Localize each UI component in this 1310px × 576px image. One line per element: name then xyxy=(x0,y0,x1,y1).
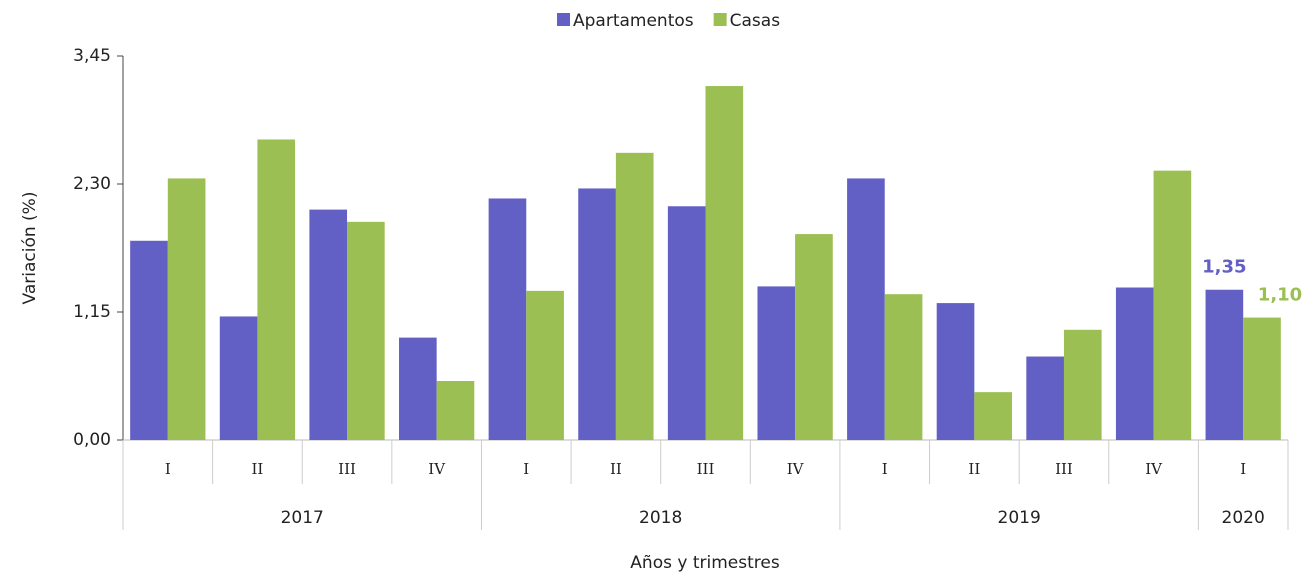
bar xyxy=(488,198,527,440)
x-tick-label: II xyxy=(251,460,263,478)
x-tick-label: I xyxy=(882,460,888,478)
bar xyxy=(219,316,258,440)
x-tick-label: IV xyxy=(787,460,805,478)
legend-swatch xyxy=(557,13,570,26)
bar xyxy=(1205,289,1244,440)
bar xyxy=(974,392,1012,440)
bar xyxy=(347,221,385,440)
bar xyxy=(1243,317,1281,440)
x-tick-label: III xyxy=(338,460,356,478)
bar xyxy=(884,294,923,440)
bar xyxy=(399,337,437,440)
x-tick-label: II xyxy=(610,460,622,478)
bar xyxy=(757,286,796,440)
bar xyxy=(309,209,348,440)
group-label: 2017 xyxy=(281,508,324,528)
bar xyxy=(436,381,475,440)
bar xyxy=(578,188,616,440)
value-label: 1,10 xyxy=(1258,285,1302,306)
x-axis-label: Años y trimestres xyxy=(630,553,780,573)
x-tick-label: III xyxy=(697,460,715,478)
bar xyxy=(1153,170,1192,440)
bar xyxy=(667,206,706,440)
group-label: 2019 xyxy=(998,508,1041,528)
y-tick-label: 0,00 xyxy=(73,430,111,450)
y-tick-label: 1,15 xyxy=(73,302,111,322)
legend-label: Casas xyxy=(730,11,781,31)
x-tick-label: IV xyxy=(1145,460,1163,478)
bar xyxy=(795,234,833,440)
y-axis-label: Variación (%) xyxy=(20,192,40,305)
x-tick-label: III xyxy=(1055,460,1073,478)
bar xyxy=(847,178,885,440)
y-tick-label: 2,30 xyxy=(73,174,111,194)
legend-swatch xyxy=(713,13,727,26)
bar xyxy=(130,240,168,440)
value-label: 1,35 xyxy=(1202,257,1246,278)
bar xyxy=(257,139,296,440)
bar xyxy=(1063,329,1102,440)
x-tick-label: I xyxy=(523,460,529,478)
bar xyxy=(526,290,564,440)
x-tick-label: IV xyxy=(428,460,446,478)
legend-label: Apartamentos xyxy=(573,11,694,31)
bar xyxy=(936,303,975,440)
bar xyxy=(1026,356,1064,440)
bar xyxy=(615,152,654,440)
group-label: 2020 xyxy=(1222,508,1265,528)
y-tick-label: 3,45 xyxy=(73,46,111,66)
x-tick-label: I xyxy=(1240,460,1246,478)
bar xyxy=(1115,287,1154,440)
bar xyxy=(705,86,744,440)
x-tick-label: I xyxy=(165,460,171,478)
group-label: 2018 xyxy=(639,508,682,528)
x-tick-label: II xyxy=(968,460,980,478)
bar xyxy=(167,178,206,440)
